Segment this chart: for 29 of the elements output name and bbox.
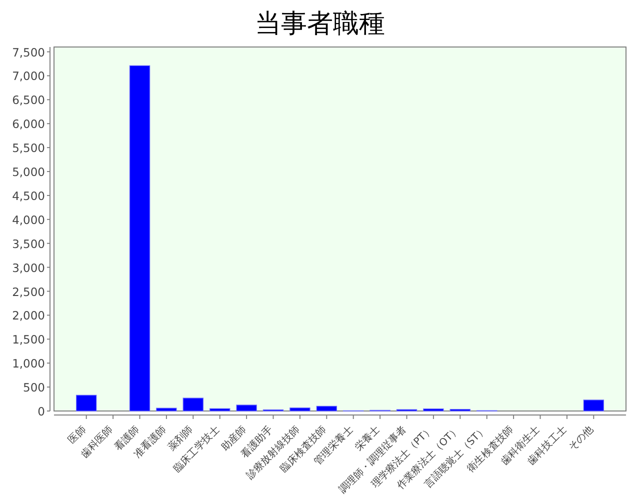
bar: [290, 408, 310, 412]
y-tick-label: 0: [38, 404, 45, 418]
y-tick-label: 2,000: [12, 308, 45, 323]
bar: [156, 408, 177, 412]
x-tick-label: 医師: [66, 424, 88, 446]
bar: [316, 406, 338, 412]
y-tick-label: 5,000: [12, 165, 45, 180]
bar: [129, 65, 150, 412]
y-tick-label: 4,000: [12, 212, 45, 227]
y-tick-label: 3,500: [12, 236, 45, 251]
y-tick-label: 6,000: [12, 117, 45, 132]
bar: [423, 408, 444, 412]
bar: [76, 394, 97, 412]
y-tick-label: 2,500: [12, 284, 45, 299]
bar: [236, 404, 257, 412]
y-tick-label: 1,500: [12, 332, 45, 347]
y-tick-label: 7,500: [12, 45, 45, 60]
y-tick-label: 1,000: [12, 356, 45, 371]
y-tick-label: 3,000: [12, 260, 45, 275]
chart-title: 当事者職種: [255, 9, 385, 39]
bar: [209, 408, 230, 412]
y-tick-label: 4,500: [12, 188, 45, 203]
y-tick-label: 6,500: [12, 93, 45, 108]
x-tick-label: その他: [566, 424, 596, 454]
bar: [583, 400, 604, 412]
y-tick-label: 5,500: [12, 141, 45, 156]
y-tick-label: 500: [23, 380, 45, 395]
y-tick-label: 7,000: [12, 69, 45, 84]
bar: [182, 398, 204, 412]
